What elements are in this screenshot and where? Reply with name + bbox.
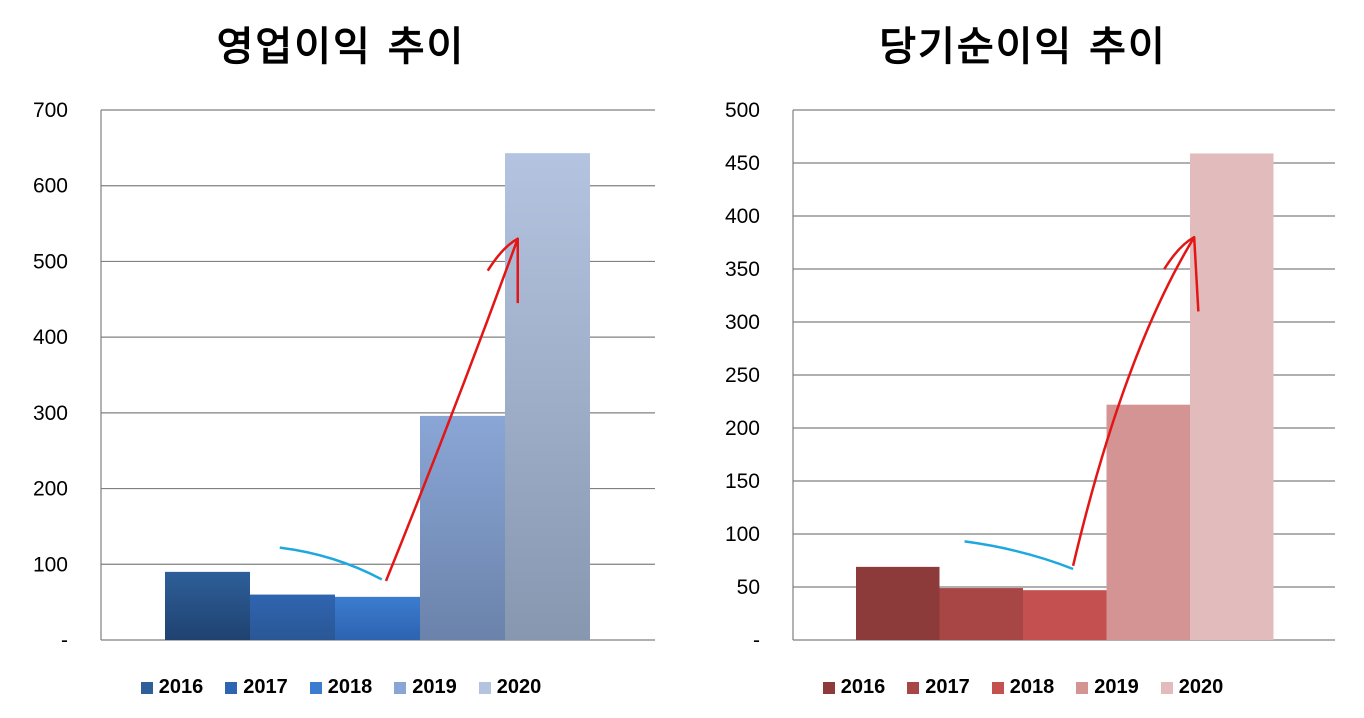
legend-item-2017: 2017 [225,676,288,699]
y-tick-label: 400 [725,205,760,228]
growth-arrow-annotation [384,237,519,582]
bar-2017 [250,594,335,640]
arrow-head [1163,236,1195,270]
legend-label: 2016 [840,676,886,698]
y-tick-label: 50 [737,576,760,599]
bar-2020 [1190,153,1274,640]
legend-item-2019: 2019 [1076,676,1139,699]
bar-2020 [505,153,590,640]
legend-swatch [1076,681,1089,694]
legend-swatch [309,681,322,694]
legend-item-2019: 2019 [394,676,457,699]
legend-item-2018: 2018 [309,676,373,699]
legend-item-2020: 2020 [478,676,542,699]
y-tick-label: 150 [725,470,760,493]
trend-annotation-line [279,546,383,581]
legend-item-2016: 2016 [140,676,204,699]
y-tick-label: 500 [725,99,760,122]
chart-legend: 2016 2017 2018 2019 2020 [0,676,682,699]
bar-2019 [420,415,505,640]
legend-item-2017: 2017 [907,676,970,699]
y-tick-label: 300 [725,311,760,334]
legend-swatch [907,681,920,694]
legend-label: 2018 [1009,676,1055,698]
bar-2019 [1106,404,1190,640]
y-tick-label: 500 [33,250,68,273]
legend-swatch [225,681,238,694]
arrow-head [486,237,519,272]
bar-2017 [939,588,1023,640]
y-tick-label: 450 [725,152,760,175]
y-tick-label: 200 [725,417,760,440]
legend-swatch [140,681,153,694]
legend-label: 2019 [1094,676,1139,698]
y-tick-label: 700 [33,99,68,122]
y-tick-label: 350 [725,258,760,281]
growth-arrow-annotation [1071,235,1200,567]
legend-label: 2016 [158,676,204,698]
chart-title: 당기순이익 추이 [879,24,1167,70]
legend-label: 2017 [243,676,288,698]
y-tick-label: 100 [33,553,68,576]
legend-swatch [478,681,491,694]
legend-label: 2017 [925,676,970,698]
y-tick-label: 600 [33,175,68,198]
legend-swatch [1160,681,1173,694]
bar-2018 [1023,590,1107,640]
net-income-chart: - 50 100 150 200 250 300 350 400 450 500 [725,99,1335,652]
y-tick-label: 250 [725,364,760,387]
y-tick-label: 200 [33,478,68,501]
trend-annotation-line [964,540,1074,571]
net-income-panel: 당기순이익 추이 -50 100 150 200 250 300 350 400 450 500 … [682,0,1364,718]
bar-2016 [856,566,940,640]
bar-2018 [335,596,420,640]
legend-label: 2018 [327,676,373,698]
y-tick-label: 100 [725,523,760,546]
legend-item-2018: 2018 [991,676,1055,699]
legend-swatch [991,681,1004,694]
legend-label: 2020 [496,676,542,698]
operating-profit-chart: - 100 200 300 400 500 600 700 [33,99,655,652]
legend-label: 2020 [1178,676,1224,698]
operating-profit-panel: 영업이익 추이 -100 200 300 400 500 600 700 2016 2017 2… [0,24,682,699]
y-tick-label: - [753,629,760,652]
bar-2016 [165,571,250,640]
legend-swatch [822,681,835,694]
y-tick-label: 300 [33,402,68,425]
legend-item-2020: 2020 [1160,676,1224,699]
chart-legend: 2016 2017 2018 2019 2020 [682,676,1364,699]
legend-label: 2019 [412,676,457,698]
y-tick-label: 400 [33,326,68,349]
legend-swatch [394,681,407,694]
chart-title: 영업이익 추이 [216,24,466,70]
y-tick-label: - [61,629,68,652]
legend-item-2016: 2016 [822,676,886,699]
